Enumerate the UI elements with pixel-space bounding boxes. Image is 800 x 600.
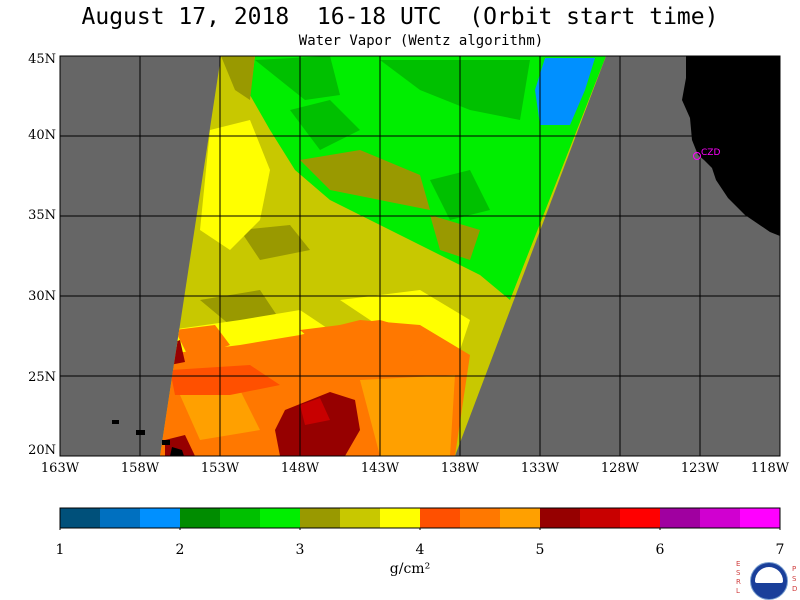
lat-label: 45N: [28, 52, 56, 67]
colorbar-tick: 2: [175, 542, 185, 558]
colorbar-swatch: [100, 508, 140, 528]
noaa-emblem-icon: NOAA: [750, 562, 788, 600]
colorbar-swatch: [380, 508, 420, 528]
colorbar-tick: 4: [415, 542, 425, 558]
map-subtitle: Water Vapor (Wentz algorithm): [298, 33, 544, 49]
lat-label: 30N: [28, 289, 56, 304]
colorbar-swatch: [740, 508, 780, 528]
lon-label: 148W: [280, 461, 320, 476]
colorbar-swatch: [620, 508, 660, 528]
colorbar-tick: 7: [775, 542, 785, 558]
lat-label: 20N: [28, 443, 56, 458]
colorbar-swatch: [220, 508, 260, 528]
colorbar-swatch: [260, 508, 300, 528]
colorbar-unit: g/cm²: [389, 561, 431, 577]
colorbar-swatch: [580, 508, 620, 528]
colorbar-swatch: [140, 508, 180, 528]
lon-label: 123W: [680, 461, 720, 476]
colorbar-tick: 5: [535, 542, 545, 558]
lat-label: 35N: [28, 208, 56, 223]
lon-label: 133W: [520, 461, 560, 476]
lon-label: 138W: [440, 461, 480, 476]
hawaii-island: [162, 440, 170, 445]
lon-label: 118W: [750, 461, 790, 476]
hawaii-island: [170, 447, 184, 456]
lat-label: 40N: [28, 128, 56, 143]
colorbar-swatch: [300, 508, 340, 528]
map-frame: [59, 55, 781, 457]
lon-label: 153W: [200, 461, 240, 476]
colorbar-swatch: [500, 508, 540, 528]
colorbar-tick: 1: [55, 542, 65, 558]
lat-label: 25N: [28, 370, 56, 385]
hawaii-island: [112, 420, 119, 424]
colorbar-tick: 3: [295, 542, 305, 558]
colorbar-swatch: [660, 508, 700, 528]
station-marker: [693, 152, 701, 160]
station-label: CZD: [701, 148, 720, 158]
colorbar-swatch: [180, 508, 220, 528]
lon-label: 163W: [40, 461, 80, 476]
colorbar-swatch: [540, 508, 580, 528]
map-title: August 17, 2018 16-18 UTC (Orbit start t…: [81, 4, 719, 30]
north-america-land: [682, 56, 780, 236]
colorbar-swatch: [340, 508, 380, 528]
lon-label: 143W: [360, 461, 400, 476]
swath: [160, 56, 606, 456]
colorbar-swatch: [700, 508, 740, 528]
colorbar-swatch: [60, 508, 100, 528]
grid-lines: [60, 56, 780, 456]
colorbar-swatch: [420, 508, 460, 528]
lon-label: 128W: [600, 461, 640, 476]
colorbar-tick: 6: [655, 542, 665, 558]
colorbar: [59, 507, 781, 530]
lon-label: 158W: [120, 461, 160, 476]
colorbar-swatch: [460, 508, 500, 528]
